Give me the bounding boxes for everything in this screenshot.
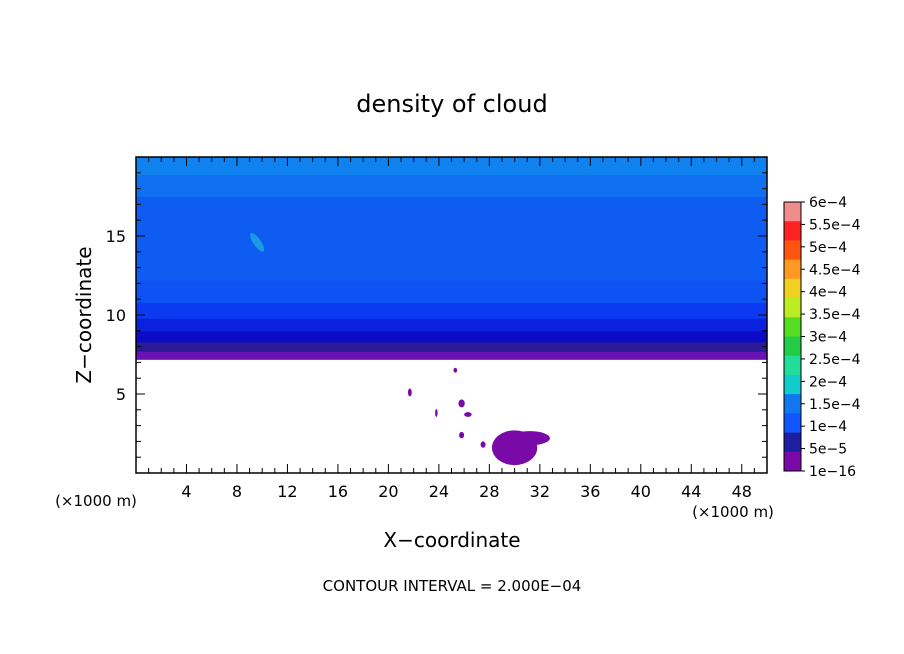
colorbar-label: 2e−4 bbox=[809, 374, 847, 390]
x-tick-label: 20 bbox=[378, 482, 398, 501]
colorbar-segment-9 bbox=[784, 374, 801, 395]
colorbar-label: 5e−5 bbox=[809, 442, 847, 458]
colorbar-label: 1e−16 bbox=[809, 464, 856, 480]
x-unit-right: (×1000 m) bbox=[692, 503, 774, 521]
colorbar-segment-2 bbox=[784, 240, 801, 261]
colorbar-segment-13 bbox=[784, 451, 801, 472]
contour-blob-3 bbox=[464, 412, 472, 417]
colorbar-segment-5 bbox=[784, 298, 801, 318]
contour-blob-9 bbox=[250, 233, 265, 252]
contour-band-5 bbox=[136, 280, 767, 303]
colorbar-label: 3.5e−4 bbox=[809, 307, 861, 323]
colorbar-label: 1.5e−4 bbox=[809, 397, 861, 413]
x-tick-label: 36 bbox=[580, 482, 600, 501]
contour-band-1 bbox=[136, 341, 767, 352]
contour-band-7 bbox=[136, 174, 767, 198]
colorbar-segment-8 bbox=[784, 355, 801, 376]
y-axis-label: Z−coordinate bbox=[72, 246, 96, 383]
contour-blob-4 bbox=[459, 431, 465, 439]
contour-blob-8 bbox=[453, 367, 458, 373]
y-tick-label: 5 bbox=[116, 385, 126, 404]
x-tick-label: 8 bbox=[232, 482, 242, 501]
colorbar-label: 3e−4 bbox=[809, 330, 847, 346]
colorbar-segment-11 bbox=[784, 413, 801, 433]
colorbar-segment-6 bbox=[784, 317, 801, 337]
colorbar-label: 5.5e−4 bbox=[809, 217, 861, 233]
colorbar-segment-3 bbox=[784, 259, 801, 280]
contour-blob-5 bbox=[480, 441, 486, 448]
colorbar-label: 5e−4 bbox=[809, 240, 847, 256]
x-axis-ticks: 4 8 12 16 20 24 28 32 36 40 44 48 bbox=[148, 157, 755, 501]
colorbar-label: 1e−4 bbox=[809, 419, 847, 435]
y-axis-ticks: 5 10 15 bbox=[106, 172, 767, 458]
colorbar-label: 6e−4 bbox=[809, 195, 847, 211]
contour-blobs bbox=[250, 233, 550, 466]
contour-band-2 bbox=[136, 330, 767, 343]
colorbar-segment-7 bbox=[784, 336, 801, 357]
contour-blob-6 bbox=[407, 388, 412, 397]
x-tick-label: 12 bbox=[277, 482, 297, 501]
colorbar-label: 4.5e−4 bbox=[809, 262, 861, 278]
contour-band-4 bbox=[136, 302, 767, 319]
chart-title: density of cloud bbox=[356, 90, 547, 118]
x-tick-label: 48 bbox=[732, 482, 752, 501]
x-tick-label: 32 bbox=[530, 482, 550, 501]
colorbar-segment-0 bbox=[784, 202, 801, 222]
x-tick-label: 40 bbox=[631, 482, 651, 501]
x-unit-left: (×1000 m) bbox=[55, 492, 137, 510]
y-tick-label: 15 bbox=[106, 227, 126, 246]
colorbar-segment-4 bbox=[784, 278, 801, 299]
x-tick-label: 28 bbox=[479, 482, 499, 501]
colorbar-label: 2.5e−4 bbox=[809, 352, 861, 368]
colorbar-segment-1 bbox=[784, 221, 801, 241]
contour-blob-2 bbox=[458, 399, 465, 408]
x-tick-label: 4 bbox=[181, 482, 191, 501]
colorbar-label: 4e−4 bbox=[809, 285, 847, 301]
contour-blob-1 bbox=[509, 431, 550, 446]
x-tick-label: 24 bbox=[429, 482, 449, 501]
contour-band-8 bbox=[136, 157, 767, 175]
colorbar-segment-12 bbox=[784, 432, 801, 453]
colorbar: 6e−4 5.5e−4 5e−4 4.5e−4 4e−4 3.5e−4 3e−4 2.5e−4… bbox=[783, 195, 861, 480]
colorbar-segment-10 bbox=[784, 394, 801, 414]
x-axis-label: X−coordinate bbox=[383, 528, 520, 552]
contour-band-6 bbox=[136, 196, 767, 281]
y-tick-label: 10 bbox=[106, 306, 126, 325]
contour-bands bbox=[136, 157, 767, 360]
x-tick-label: 44 bbox=[681, 482, 701, 501]
contour-interval: CONTOUR INTERVAL = 2.000E−04 bbox=[323, 577, 582, 595]
contour-blob-7 bbox=[435, 409, 438, 417]
contour-band-0 bbox=[136, 351, 767, 360]
x-tick-label: 16 bbox=[328, 482, 348, 501]
contour-band-3 bbox=[136, 318, 767, 332]
